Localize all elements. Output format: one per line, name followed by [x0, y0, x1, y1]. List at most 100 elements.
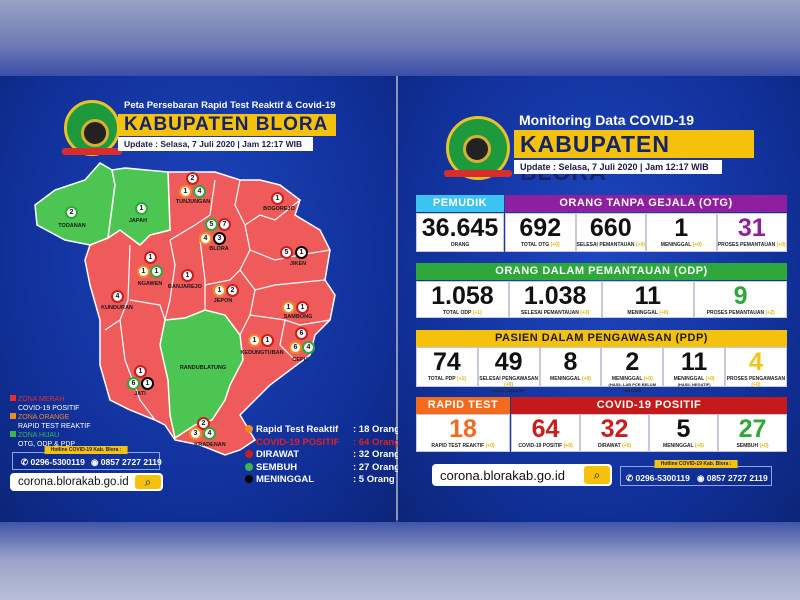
map-hotline-box: Hotline COVID-19 Kab. Blora : ✆ 0296-530… — [12, 446, 162, 470]
map-pin-sembuh[interactable]: 1 — [135, 202, 148, 215]
stat-value: 11 — [680, 348, 708, 376]
stat-value: 692 — [519, 214, 562, 242]
stat-cell: 49 SELESAI PENGAWASAN (+0) (HASIL NEGATIF) — [477, 347, 540, 393]
orange-dot-icon — [245, 425, 253, 433]
map-pin-rapid[interactable]: 1 — [248, 334, 261, 347]
map-pin-dirawat[interactable]: 1 — [296, 301, 309, 314]
red-square-icon — [10, 395, 16, 401]
map-update-time: Update : Selasa, 7 Juli 2020 | Jam 12:17… — [118, 137, 313, 151]
stat-label: PROSES PEMANTAUAN (+2) — [706, 310, 775, 316]
green-square-icon — [10, 431, 16, 437]
map-pin-dirawat[interactable]: 2 — [226, 284, 239, 297]
map-pin-dirawat[interactable]: 1 — [181, 269, 194, 282]
map-website-link[interactable]: corona.blorakab.go.id ⌕ — [10, 473, 163, 491]
stat-cell: 1.038 SELESAI PEMANTAUAN (+3) — [508, 281, 602, 318]
map-pin-sembuh[interactable]: 5 — [205, 218, 218, 231]
stat-value: 2 — [625, 348, 640, 376]
map-pin-dirawat[interactable]: 1 — [144, 251, 157, 264]
map-phone-1[interactable]: ✆ 0296-5300119 — [21, 457, 85, 467]
region-label: BANJAREJO — [168, 284, 202, 290]
stat-value: 27 — [738, 415, 767, 443]
monitor-phone-2[interactable]: ◉ 0857 2727 2119 — [697, 473, 768, 483]
blora-emblem-logo — [446, 116, 510, 180]
monitor-phone-1[interactable]: ✆ 0296-5300119 — [626, 473, 690, 483]
stat-cell: 27 SEMBUH (+0) — [718, 414, 787, 452]
stat-label: MENINGGAL (+0) — [660, 242, 702, 248]
section-header: COVID-19 POSITIF — [511, 397, 787, 414]
stat-line: SEMBUH: 27 Orang — [245, 462, 400, 473]
stat-cell: 2 MENINGGAL (+0) (HASIL LAB PCR BELUM KELU… — [601, 347, 664, 393]
map-pin-dirawat[interactable]: 1 — [271, 192, 284, 205]
region-label: SAMBONG — [283, 314, 313, 320]
map-pin-meninggal[interactable]: 1 — [295, 246, 308, 259]
stat-label: MENINGGAL (+0) — [663, 443, 704, 449]
stat-label: PROSES PENGAWASAN (+0) — [726, 376, 786, 388]
stat-value: 8 — [563, 348, 578, 376]
map-pin-dirawat[interactable]: 5 — [280, 246, 293, 259]
stat-cell: 660 SELESAI PEMANTAUAN (+0) — [575, 213, 646, 252]
map-pin-rapid[interactable]: 1 — [137, 265, 150, 278]
map-pin-rapid[interactable]: 4 — [199, 232, 212, 245]
stat-label: PROSES PEMANTAUAN (+0) — [717, 242, 786, 248]
map-pin-dirawat[interactable]: 1 — [134, 365, 147, 378]
monitor-website-link[interactable]: corona.blorakab.go.id ⌕ — [432, 464, 612, 486]
map-pin-rapid[interactable]: 1 — [282, 301, 295, 314]
region-label: JIKEN — [289, 261, 307, 267]
stat-value: 660 — [589, 214, 632, 242]
map-pin-sembuh[interactable]: 4 — [203, 427, 216, 440]
map-pin-rapid[interactable]: 6 — [289, 341, 302, 354]
map-pin-meninggal[interactable]: 3 — [213, 232, 226, 245]
region-label: NGAWEN — [137, 281, 163, 287]
map-pin-sembuh[interactable]: 1 — [150, 265, 163, 278]
monitor-update-time: Update : Selasa, 7 Juli 2020 | Jam 12:17… — [514, 160, 722, 174]
map-pin-rapid[interactable]: 1 — [179, 185, 192, 198]
stat-cell: 36.645 ORANG — [416, 213, 504, 252]
blora-emblem-logo — [64, 100, 120, 156]
stat-label: TOTAL OTG (+0) — [520, 242, 560, 248]
legend-red: ZONA MERAH COVID-19 POSITIF — [10, 395, 90, 413]
stat-value: 18 — [449, 415, 477, 443]
map-pin-meninggal[interactable]: 1 — [141, 377, 154, 390]
stat-value: 11 — [634, 282, 662, 310]
stat-cell: 8 MENINGGAL (+0) — [539, 347, 602, 387]
stat-cell: 692 TOTAL OTG (+0) — [505, 213, 576, 252]
blurred-background-top — [0, 0, 800, 76]
blurred-background-bottom — [0, 520, 800, 600]
black-dot-icon — [245, 475, 253, 483]
map-pin-dirawat[interactable]: 6 — [295, 327, 308, 340]
map-pin-sembuh[interactable]: 6 — [127, 377, 140, 390]
region-label: JATI — [134, 391, 146, 397]
map-pin-dirawat[interactable]: 2 — [186, 172, 199, 185]
stat-label: MENINGGAL (+0) — [550, 376, 591, 382]
stat-label: TOTAL PDP (+1) — [427, 376, 466, 382]
map-title: KABUPATEN BLORA — [118, 114, 336, 136]
map-pin-dirawat[interactable]: 7 — [218, 218, 231, 231]
stat-cell: 18 RAPID TEST REAKTIF (+0) — [416, 414, 510, 452]
region-label: BOGOREJO — [263, 206, 295, 212]
section-header: PEMUDIK — [416, 195, 504, 212]
stat-value: 32 — [600, 415, 629, 443]
map-pin-sembuh[interactable]: 4 — [302, 341, 315, 354]
map-phone-2[interactable]: ◉ 0857 2727 2119 — [91, 457, 162, 467]
stat-label: RAPID TEST REAKTIF (+0) — [431, 443, 495, 449]
zone-legend: ZONA MERAH COVID-19 POSITIF ZONA ORANGE RA… — [10, 395, 90, 449]
stat-label: MENINGGAL (+0) — [673, 376, 715, 382]
region-label: JEPON — [213, 298, 233, 304]
stat-label: MENINGGAL (+0) — [611, 376, 653, 382]
map-pin-dirawat[interactable]: 1 — [261, 334, 274, 347]
stat-line: MENINGGAL: 5 Orang — [245, 474, 395, 485]
map-pin-sembuh[interactable]: 2 — [65, 206, 78, 219]
map-pin-rapid[interactable]: 1 — [213, 284, 226, 297]
stat-label: MENINGGAL (+0) — [627, 310, 669, 316]
section-header: ORANG TANPA GEJALA (OTG) — [505, 195, 787, 212]
stat-note: (HASIL LAB PCR BELUM KELUAR) — [608, 382, 657, 393]
map-pin-sembuh[interactable]: 4 — [193, 185, 206, 198]
stat-value: 1.058 — [431, 282, 494, 310]
region-label: KRADENAN — [194, 442, 226, 448]
stat-label: SELESAI PENGAWASAN (+0) — [479, 376, 539, 388]
map-pin-dirawat[interactable]: 4 — [111, 290, 124, 303]
map-pin-rapid[interactable]: 3 — [189, 427, 202, 440]
region-label: JAPAH — [128, 218, 148, 224]
map-subtitle: Peta Persebaran Rapid Test Reaktif & Cov… — [124, 100, 336, 111]
red-dot-icon — [245, 450, 253, 458]
